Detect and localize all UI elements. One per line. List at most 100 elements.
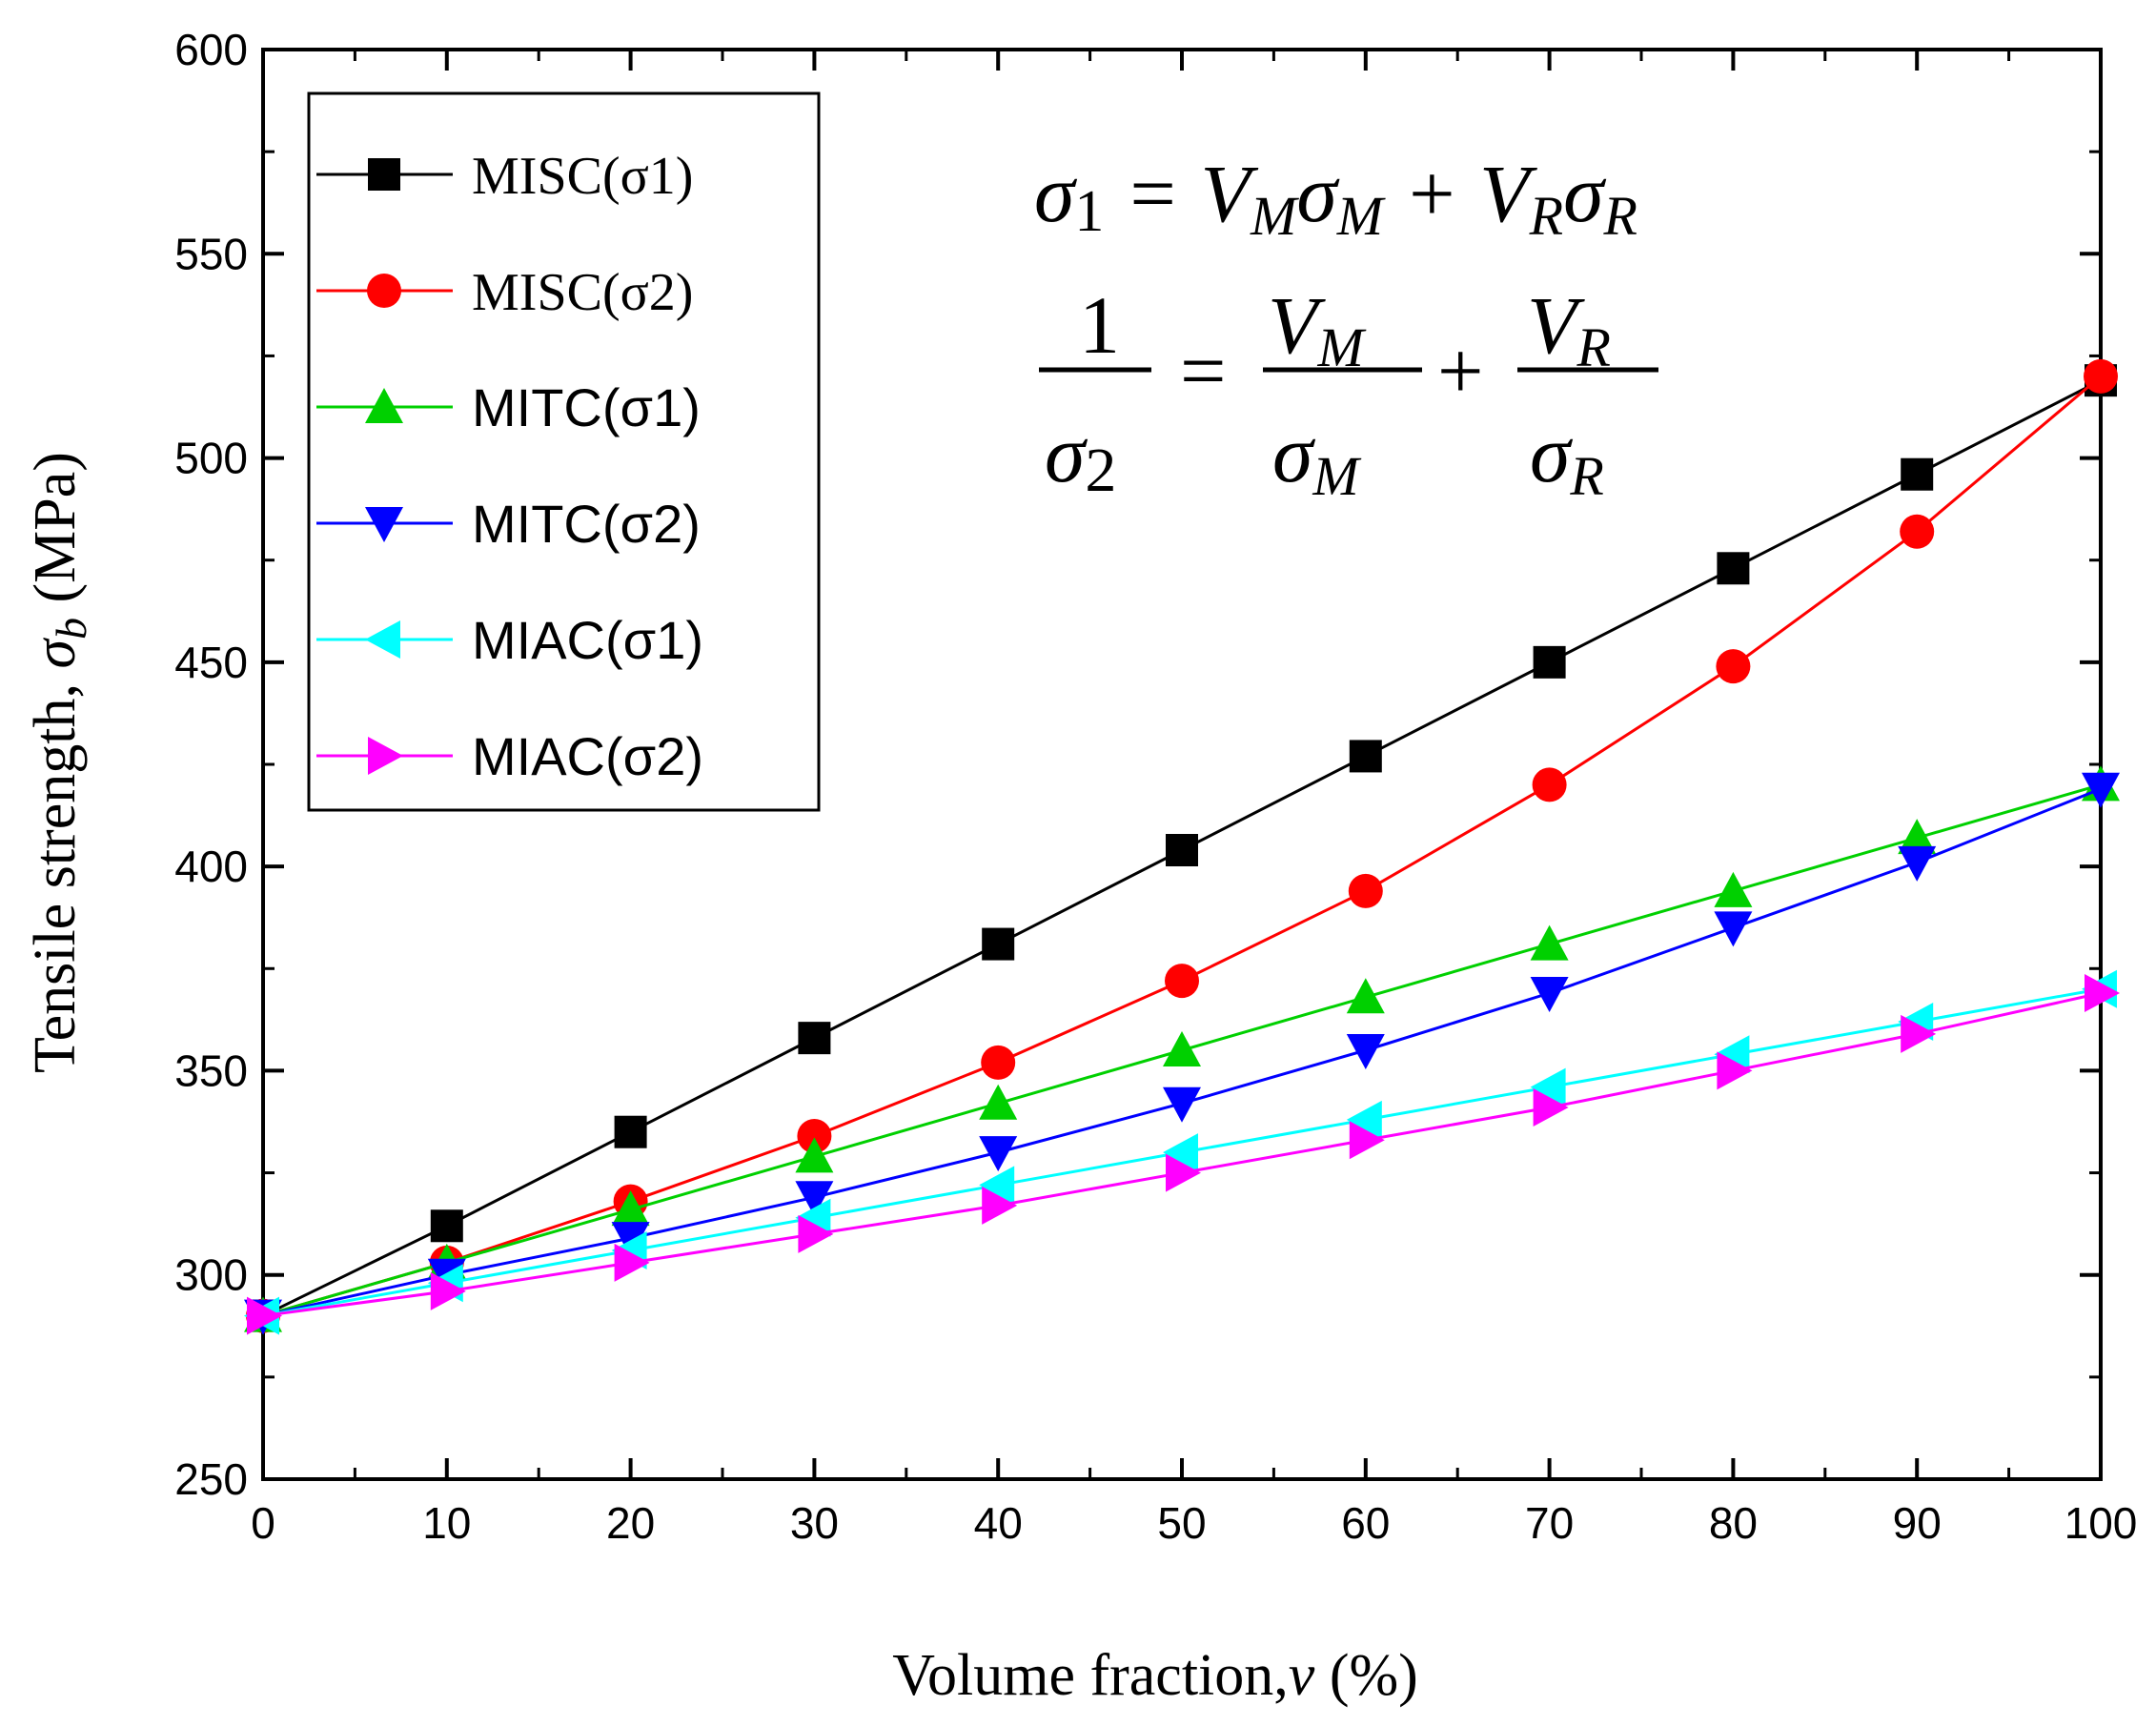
legend-marker: [367, 274, 401, 308]
series-6: [247, 974, 2120, 1335]
legend-marker: [365, 620, 400, 659]
x-tick-label: 10: [422, 1498, 471, 1548]
data-point: [981, 1045, 1016, 1080]
x-tick-label: 0: [251, 1498, 275, 1548]
legend-marker: [365, 507, 403, 542]
eq2-plus: +: [1437, 325, 1484, 416]
data-point: [1533, 1088, 1569, 1127]
data-point: [982, 1186, 1018, 1225]
x-tick-label: 30: [790, 1498, 839, 1548]
data-point: [1714, 1035, 1750, 1074]
data-point: [1163, 1031, 1201, 1066]
x-tick-label: 70: [1525, 1498, 1574, 1548]
data-point: [2084, 358, 2118, 394]
y-tick-label: 600: [174, 25, 248, 74]
eq2-equals: =: [1180, 325, 1227, 416]
y-tick-label: 550: [174, 229, 248, 278]
eq2-sigma2: σ2: [1045, 408, 1116, 505]
legend-label: MIAC(σ2): [472, 726, 703, 786]
data-point: [798, 1214, 834, 1253]
data-point: [1163, 1086, 1201, 1123]
data-point: [614, 1243, 650, 1282]
data-point: [1716, 649, 1751, 684]
eq2-sigma-m: σM: [1272, 408, 1361, 507]
data-point: [1533, 645, 1566, 679]
data-point: [1717, 1051, 1753, 1090]
data-point: [430, 1271, 466, 1310]
data-point: [1898, 819, 1937, 855]
legend-label: MISC(σ2): [472, 263, 693, 322]
legend-box: [307, 91, 821, 812]
data-point: [1714, 911, 1753, 947]
data-point: [979, 1136, 1018, 1172]
legend-marker: [365, 388, 403, 423]
legend-label: MITC(σ1): [472, 377, 701, 437]
x-tick-label: 60: [1341, 1498, 1390, 1548]
data-point: [1349, 740, 1382, 773]
data-point: [795, 1137, 834, 1173]
x-tick-label: 90: [1893, 1498, 1942, 1548]
data-series: [244, 358, 2120, 1335]
data-point: [1898, 845, 1937, 882]
data-point: [1532, 767, 1567, 802]
axes: 0 10 20 30 40 50 60 70 80 90 100 250 300 350 400 450 500…: [174, 25, 2137, 1548]
legend: MISC(σ1) MISC(σ2) MITC(σ1) MITC(σ2) MIAC(σ1)…: [307, 91, 821, 812]
data-point: [1348, 873, 1383, 908]
data-point: [1530, 924, 1569, 961]
data-point: [1714, 871, 1753, 907]
y-tick-label: 300: [174, 1250, 248, 1300]
legend-label: MITC(σ2): [472, 494, 701, 554]
data-point: [797, 1119, 832, 1153]
data-point: [247, 1296, 282, 1335]
data-point: [1165, 964, 1199, 999]
x-tick-label: 100: [2064, 1498, 2138, 1548]
data-point: [982, 927, 1015, 961]
data-point: [979, 1084, 1018, 1120]
data-point: [795, 1198, 831, 1237]
data-point: [2085, 974, 2120, 1012]
x-axis-title: Volume fraction,v (%): [892, 1643, 1418, 1708]
eq2-one: 1: [1079, 279, 1120, 371]
x-tick-label: 50: [1157, 1498, 1206, 1548]
legend-marker: [368, 737, 403, 775]
data-point: [1163, 1133, 1198, 1172]
y-tick-label: 400: [174, 842, 248, 891]
series-2: [246, 358, 2118, 1333]
series-5: [244, 969, 2117, 1335]
legend-marker: [368, 158, 400, 191]
data-point: [1349, 1121, 1385, 1160]
data-point: [1717, 552, 1750, 585]
y-tick-label: 450: [174, 638, 248, 687]
data-point: [1166, 834, 1198, 866]
y-tick-label: 350: [174, 1046, 248, 1095]
data-point: [1530, 977, 1569, 1012]
data-point: [1900, 514, 1935, 549]
data-point: [1901, 457, 1934, 491]
data-point: [430, 1209, 463, 1243]
data-point: [2082, 772, 2120, 808]
legend-label: MIAC(σ1): [472, 610, 703, 670]
x-tick-label: 40: [974, 1498, 1023, 1548]
y-axis-title: Tensile strength, σb (MPa): [23, 452, 95, 1073]
data-point: [1901, 1014, 1937, 1053]
data-point: [1346, 1034, 1385, 1069]
legend-label: MISC(σ1): [472, 147, 693, 206]
data-point: [614, 1115, 647, 1148]
eq2-sigma-r: σR: [1530, 408, 1604, 507]
data-point: [979, 1166, 1015, 1205]
data-point: [1346, 1100, 1382, 1139]
data-point: [611, 1190, 650, 1227]
data-point: [795, 1181, 834, 1217]
data-point: [798, 1022, 831, 1055]
y-tick-label: 250: [174, 1454, 248, 1504]
eq2-vm: VM: [1268, 279, 1367, 378]
x-tick-label: 80: [1709, 1498, 1758, 1548]
equation-1: σ1 = VMσM + VRσR: [1034, 148, 1637, 247]
data-point: [1530, 1067, 1566, 1107]
eq2-vr: VR: [1527, 279, 1611, 378]
data-point: [1166, 1153, 1201, 1192]
data-point: [611, 1222, 650, 1258]
equation-annotation: σ1 = VMσM + VRσR 1 σ2 = VM σM + VR σR: [1034, 148, 1658, 507]
x-tick-label: 20: [606, 1498, 655, 1548]
